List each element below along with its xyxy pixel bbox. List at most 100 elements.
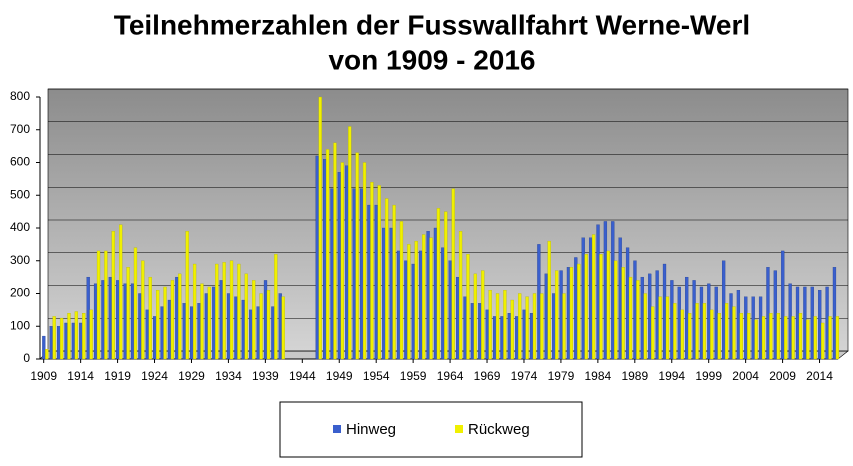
bar — [359, 188, 364, 360]
bar — [441, 247, 445, 360]
bar — [352, 188, 356, 360]
bar — [707, 283, 711, 360]
y-tick-label: 400 — [10, 220, 30, 234]
bar — [611, 221, 615, 360]
bar — [721, 260, 726, 360]
bar — [226, 293, 231, 360]
bar — [784, 316, 788, 360]
bar — [658, 296, 662, 360]
bar — [529, 312, 534, 360]
chart-title: von 1909 - 2016 — [328, 44, 535, 75]
bar — [182, 303, 186, 360]
bar — [455, 276, 460, 360]
bar — [141, 260, 145, 360]
bar — [525, 296, 529, 360]
bar — [207, 286, 211, 360]
bar — [444, 211, 448, 360]
bar — [584, 254, 588, 360]
bar — [744, 296, 748, 360]
bar — [116, 280, 120, 360]
bar — [773, 270, 777, 360]
bar — [510, 299, 514, 360]
x-tick-label: 1934 — [215, 369, 242, 383]
bar — [362, 162, 367, 360]
bar — [330, 188, 334, 360]
bar — [537, 244, 541, 360]
bar — [532, 293, 537, 360]
bar — [769, 312, 773, 360]
x-tick-label: 2004 — [732, 369, 759, 383]
bar — [736, 290, 741, 360]
bar — [89, 309, 93, 360]
bar — [702, 303, 707, 360]
bar — [266, 290, 271, 360]
x-tick-label: 1984 — [585, 369, 612, 383]
bar — [606, 250, 610, 360]
bar — [685, 276, 689, 360]
bar — [591, 234, 596, 360]
bar — [518, 293, 522, 360]
bar — [382, 227, 386, 360]
bar — [237, 263, 241, 360]
bar — [138, 293, 142, 360]
bar — [832, 267, 837, 360]
bar — [133, 247, 138, 360]
bar — [67, 312, 71, 360]
x-tick-label: 1999 — [695, 369, 722, 383]
bar — [692, 280, 696, 360]
bar — [803, 286, 807, 360]
bar — [281, 296, 285, 360]
bar — [86, 276, 90, 360]
bar — [677, 286, 681, 360]
bar — [374, 204, 378, 360]
bar — [153, 316, 157, 360]
legend-label: Hinweg — [346, 421, 396, 438]
bar — [717, 312, 721, 360]
bar — [788, 283, 792, 360]
bar — [42, 335, 46, 360]
bar — [680, 309, 684, 360]
bar — [345, 165, 349, 360]
x-tick-label: 1969 — [474, 369, 501, 383]
bar — [540, 293, 544, 360]
legend-swatch — [455, 425, 463, 433]
bar — [82, 312, 86, 360]
bar — [315, 155, 319, 360]
bar — [636, 280, 640, 360]
bar — [618, 237, 622, 360]
bar — [473, 273, 477, 360]
x-tick-label: 1974 — [511, 369, 538, 383]
bar — [640, 276, 644, 360]
bar — [754, 319, 758, 360]
bar — [791, 316, 795, 360]
bar — [806, 319, 810, 360]
bar — [244, 273, 248, 360]
x-tick-label: 1964 — [437, 369, 464, 383]
bar — [52, 316, 56, 360]
bar — [481, 270, 485, 360]
bar — [222, 262, 226, 360]
bar — [673, 303, 677, 360]
bar — [234, 296, 238, 360]
bar — [433, 227, 438, 360]
bar — [835, 316, 840, 360]
bar — [478, 303, 482, 360]
bar — [714, 286, 718, 360]
bar — [665, 296, 670, 360]
x-tick-label: 1944 — [289, 369, 316, 383]
bar — [404, 260, 408, 360]
bar — [503, 290, 507, 360]
y-tick-label: 600 — [10, 155, 30, 169]
x-tick-label: 2009 — [769, 369, 796, 383]
x-tick-label: 1994 — [658, 369, 685, 383]
bar — [500, 316, 504, 360]
y-tick-label: 100 — [10, 318, 30, 332]
bar — [451, 188, 455, 360]
bar — [119, 224, 123, 360]
x-tick-label: 1919 — [104, 369, 131, 383]
bar — [795, 286, 800, 360]
bar — [79, 322, 83, 360]
bar — [821, 322, 825, 360]
bar — [828, 316, 832, 360]
